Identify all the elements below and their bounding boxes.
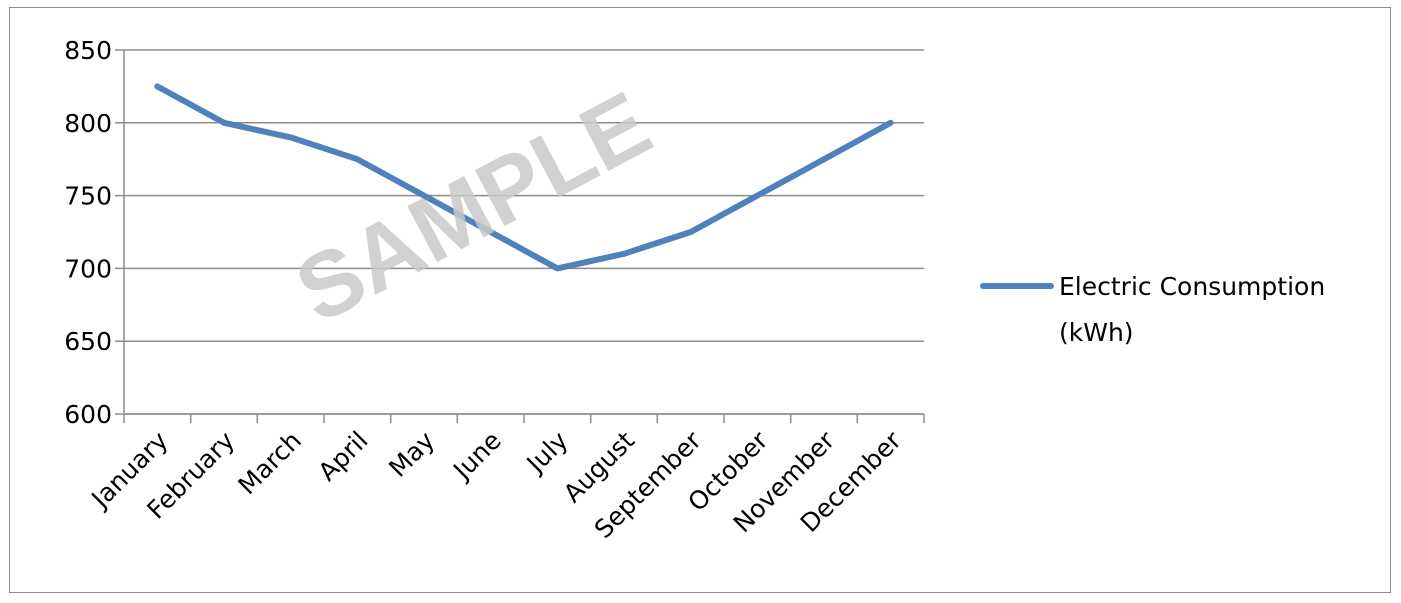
y-tick-label: 650 <box>64 327 112 356</box>
series-line <box>154 83 894 272</box>
legend-label-line-1: Electric Consumption <box>1059 272 1325 301</box>
x-tick-label: May <box>383 426 440 483</box>
y-tick-label: 600 <box>64 400 112 429</box>
y-axis-tick-labels: 600 650 700 750 800 850 <box>64 36 112 429</box>
legend-label-line-2: (kWh) <box>1059 318 1134 347</box>
x-tick-label: March <box>233 426 307 500</box>
x-tick-label: April <box>313 426 374 487</box>
sample-watermark: SAMPLE <box>280 73 666 343</box>
axes <box>123 50 925 423</box>
y-tick-label: 700 <box>64 254 112 283</box>
chart-area <box>9 7 1391 593</box>
x-tick-label: July <box>520 426 574 480</box>
legend: Electric Consumption (kWh) <box>980 272 1325 347</box>
x-tick-label: June <box>446 426 506 486</box>
y-tick-label: 850 <box>64 36 112 65</box>
y-tick-label: 800 <box>64 109 112 138</box>
y-tick-label: 750 <box>64 182 112 211</box>
series-group <box>154 83 894 272</box>
